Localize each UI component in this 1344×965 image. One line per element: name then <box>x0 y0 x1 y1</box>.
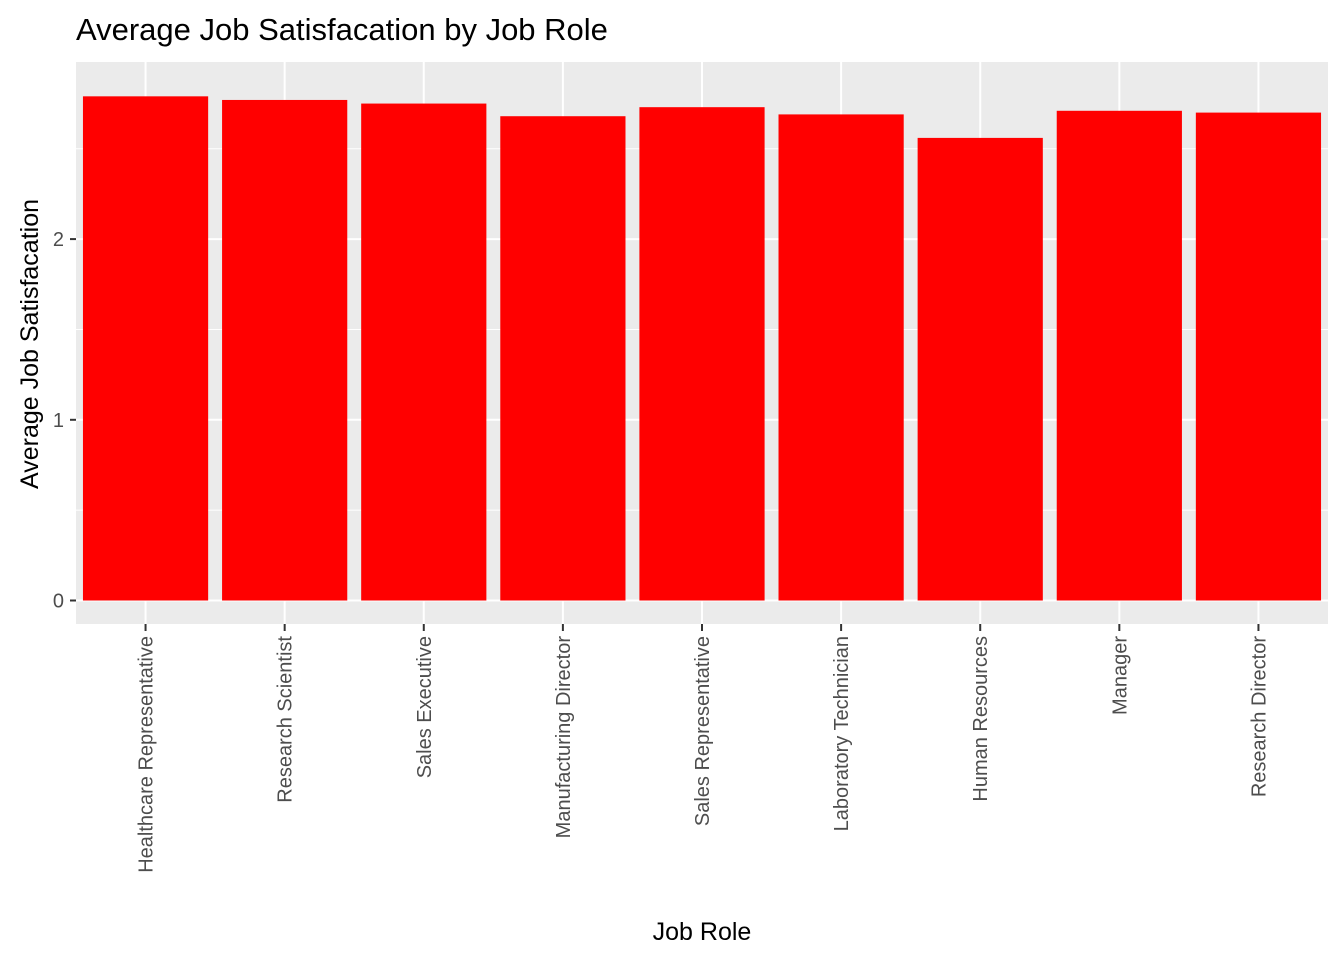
x-axis-title: Job Role <box>653 918 752 946</box>
bar <box>778 114 904 601</box>
y-tick-label: 2 <box>53 229 64 251</box>
y-tick-label: 0 <box>53 591 64 613</box>
x-tick-label: Research Scientist <box>275 636 297 803</box>
bar <box>500 116 626 601</box>
bar <box>917 137 1043 601</box>
x-tick-label: Laboratory Technician <box>831 636 853 831</box>
x-tick-label: Healthcare Representative <box>136 636 158 873</box>
bar <box>222 99 348 601</box>
chart-title: Average Job Satisfacation by Job Role <box>76 12 608 47</box>
x-tick-label: Manager <box>1109 636 1131 715</box>
x-tick-label: Manufacturing Director <box>553 636 575 839</box>
x-tick-label: Sales Executive <box>414 636 436 778</box>
x-tick-label: Sales Representative <box>692 636 714 826</box>
x-tick-label: Research Director <box>1248 636 1270 798</box>
bar <box>1056 110 1182 601</box>
bars <box>82 96 1322 601</box>
bar <box>82 96 209 601</box>
axes: 0 1 2 Healthcare Representative Research Sci… <box>53 229 1271 873</box>
y-tick-label: 1 <box>53 410 64 432</box>
y-axis-title: Average Job Satisfacation <box>16 199 44 489</box>
bar <box>639 107 765 601</box>
x-tick-label: Human Resources <box>970 636 992 802</box>
bar <box>1195 112 1322 601</box>
bar <box>361 103 487 601</box>
